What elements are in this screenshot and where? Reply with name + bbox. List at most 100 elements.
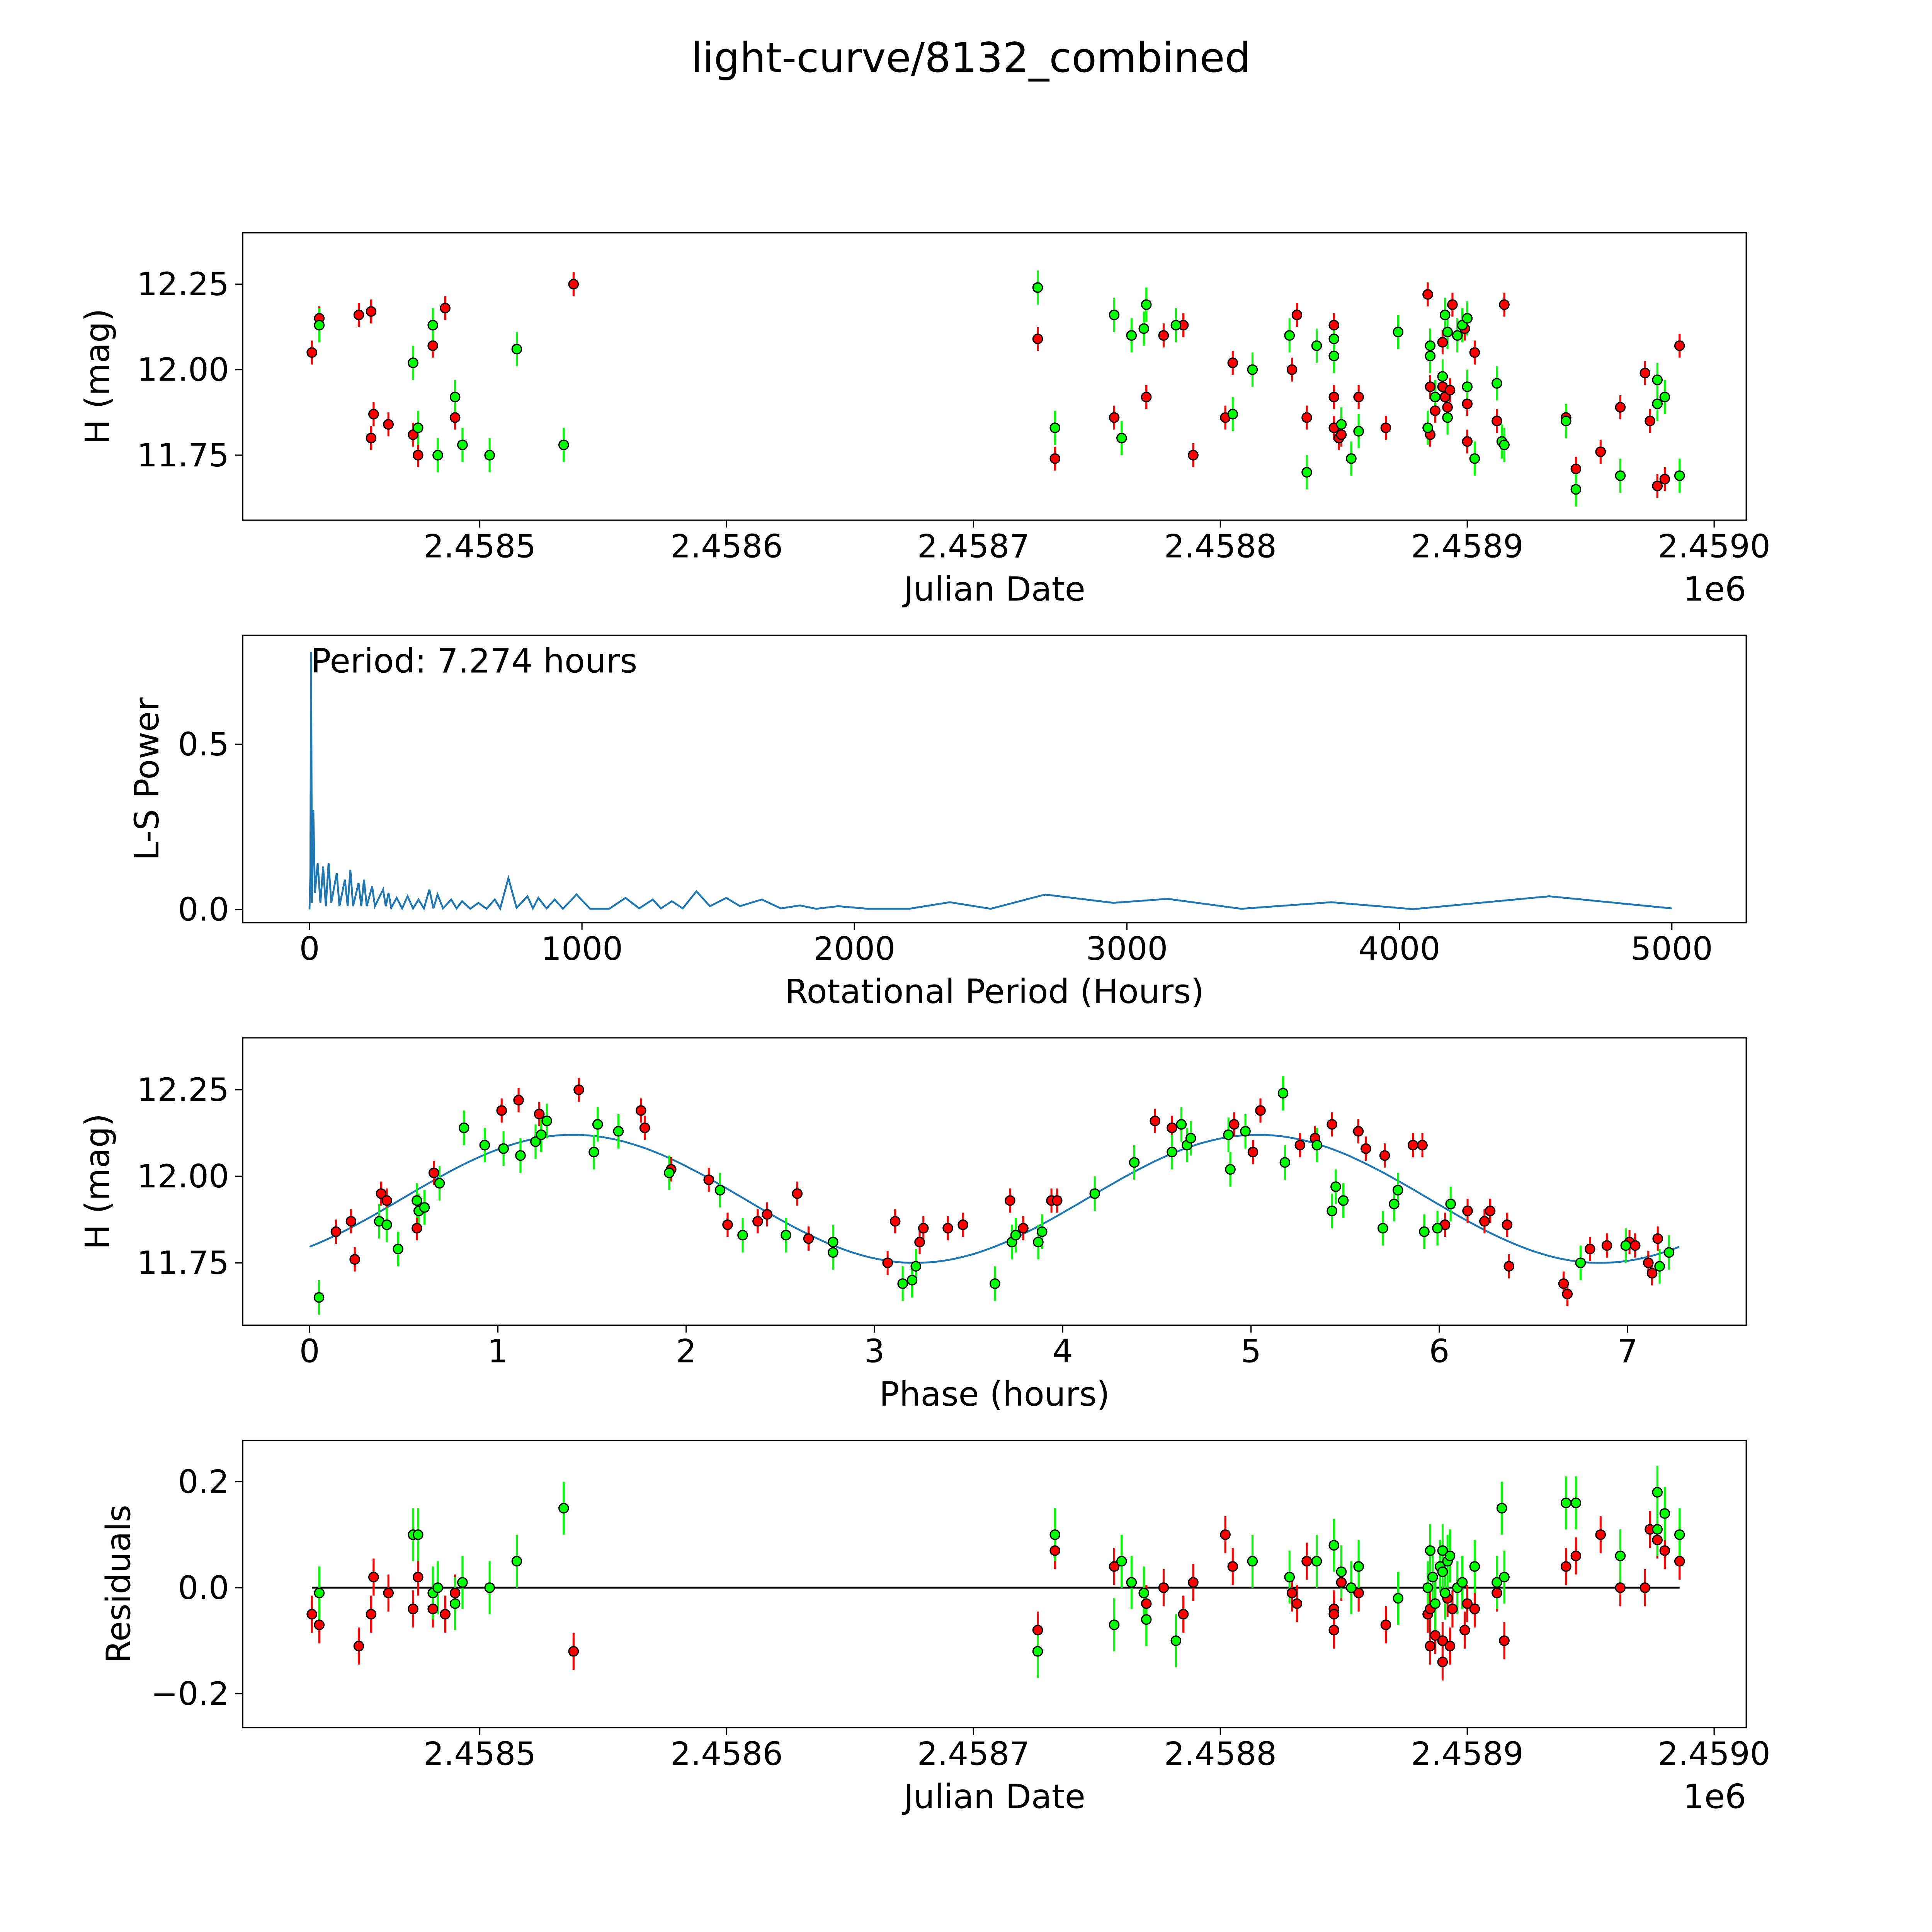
red-data-point — [1595, 1529, 1606, 1540]
red-data-point — [1328, 320, 1340, 331]
red-data-point — [306, 1609, 317, 1620]
green-data-point — [484, 1582, 495, 1593]
red-data-point — [942, 1223, 953, 1234]
green-data-point — [1442, 412, 1453, 423]
y-axis-label: H (mag) — [78, 308, 117, 444]
red-data-point — [1051, 1195, 1063, 1206]
red-data-point — [449, 412, 461, 423]
red-data-point — [1301, 1556, 1312, 1567]
x-tick-label: 1 — [488, 1333, 508, 1370]
red-data-point — [1652, 1233, 1663, 1244]
green-data-point — [1499, 439, 1510, 451]
x-tick-label: 2.4589 — [1411, 527, 1524, 565]
red-data-point — [1503, 1261, 1515, 1272]
x-tick-label: 2.4590 — [1658, 527, 1770, 565]
green-data-point — [1089, 1188, 1100, 1199]
red-data-point — [1492, 415, 1502, 427]
green-data-point — [1570, 484, 1582, 495]
red-data-point — [1336, 1577, 1347, 1588]
red-data-point — [1595, 446, 1606, 457]
y-axis-label: H (mag) — [78, 1114, 117, 1250]
green-data-point — [313, 1292, 325, 1303]
y-tick-label: 0.5 — [178, 726, 229, 763]
green-data-point — [536, 1129, 547, 1140]
green-data-point — [1284, 330, 1295, 341]
green-data-point — [314, 320, 325, 331]
green-data-point — [1561, 1497, 1571, 1509]
x-tick-label: 0 — [299, 1333, 320, 1370]
green-data-point — [1419, 1226, 1430, 1237]
red-data-point — [1584, 1243, 1595, 1255]
red-data-point — [1639, 1582, 1651, 1593]
red-data-point — [1178, 1609, 1189, 1620]
green-data-point — [1328, 350, 1340, 362]
x-tick-label: 2.4589 — [1411, 1735, 1524, 1772]
green-data-point — [897, 1278, 908, 1289]
red-data-point — [1462, 1206, 1473, 1216]
green-data-point — [1652, 398, 1663, 409]
green-data-point — [1170, 320, 1182, 331]
green-data-point — [1652, 1524, 1663, 1535]
red-data-point — [1462, 436, 1473, 447]
red-data-point — [1499, 299, 1510, 310]
red-data-point — [703, 1174, 714, 1185]
green-data-point — [1393, 327, 1404, 338]
red-data-point — [1437, 1635, 1448, 1646]
green-data-point — [828, 1247, 838, 1258]
green-data-point — [558, 439, 569, 451]
red-data-point — [1570, 463, 1582, 474]
green-data-point — [1469, 1561, 1480, 1572]
red-data-point — [1674, 340, 1685, 351]
red-data-point — [1502, 1219, 1513, 1230]
green-data-point — [1492, 378, 1502, 389]
green-data-point — [1336, 419, 1347, 430]
green-data-point — [906, 1275, 918, 1286]
red-data-point — [1485, 1206, 1496, 1216]
red-data-point — [1188, 450, 1199, 461]
red-data-point — [1380, 1619, 1391, 1630]
axes-frame — [242, 1037, 1747, 1326]
red-data-point — [1442, 402, 1453, 413]
green-data-point — [1377, 1223, 1388, 1234]
red-data-point — [383, 419, 394, 430]
red-data-point — [345, 1216, 357, 1227]
red-data-point — [306, 347, 317, 358]
red-data-point — [1247, 1146, 1259, 1158]
green-data-point — [1462, 313, 1473, 324]
green-data-point — [588, 1146, 599, 1158]
red-data-point — [573, 1084, 584, 1095]
green-data-point — [1277, 1088, 1289, 1099]
red-data-point — [1109, 412, 1120, 423]
green-data-point — [434, 1178, 445, 1189]
red-data-point — [1444, 384, 1456, 396]
green-data-point — [1570, 1497, 1582, 1509]
red-data-point — [1379, 1150, 1390, 1161]
green-data-point — [1032, 1646, 1043, 1657]
x-tick-label: 6 — [1429, 1333, 1449, 1370]
red-data-point — [513, 1095, 524, 1105]
red-data-point — [1005, 1195, 1015, 1206]
red-data-point — [636, 1105, 646, 1116]
green-data-point — [381, 1219, 392, 1230]
y-tick-label: 12.00 — [137, 1158, 229, 1195]
red-data-point — [1417, 1139, 1428, 1151]
red-data-point — [1255, 1105, 1266, 1116]
y-tick-label: 0.2 — [178, 1463, 229, 1500]
red-data-point — [1639, 367, 1651, 379]
red-data-point — [1562, 1289, 1573, 1299]
green-data-point — [1279, 1157, 1291, 1168]
x-tick-label: 2000 — [813, 930, 895, 968]
red-data-point — [568, 1646, 579, 1657]
x-tick-label: 2 — [676, 1333, 696, 1370]
green-data-point — [1170, 1635, 1182, 1646]
red-data-point — [368, 1571, 379, 1583]
green-data-point — [1010, 1230, 1021, 1241]
red-data-point — [1353, 1587, 1364, 1599]
green-data-point — [558, 1503, 569, 1514]
x-tick-label: 2.4588 — [1164, 527, 1277, 565]
green-data-point — [1247, 364, 1258, 375]
green-data-point — [419, 1202, 430, 1213]
green-data-point — [1185, 1133, 1196, 1144]
red-data-point — [1469, 347, 1480, 358]
green-data-point — [458, 1122, 469, 1133]
